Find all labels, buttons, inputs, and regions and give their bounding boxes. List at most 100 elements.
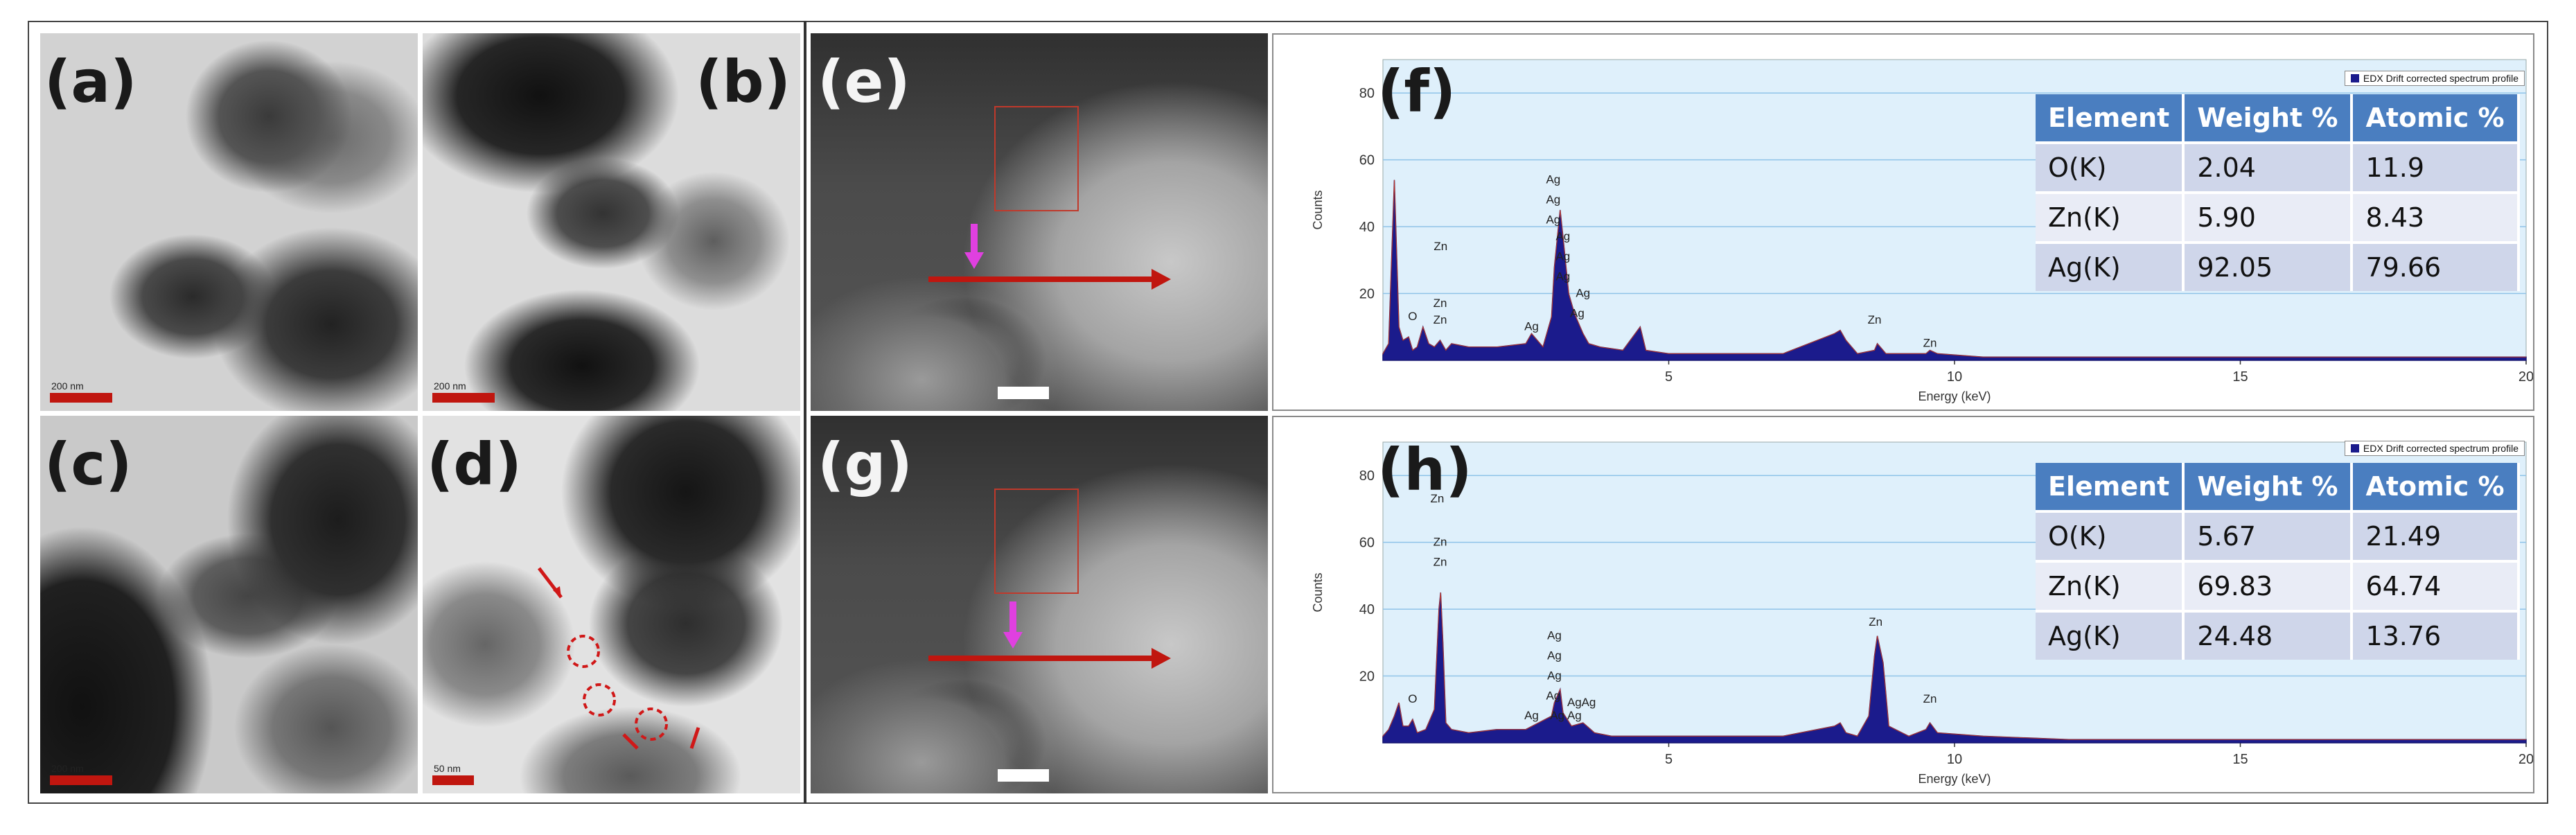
scale-bar-e	[998, 387, 1049, 399]
element-table-h: Element Weight % Atomic % O(K) 5.67 21.4…	[2036, 463, 2520, 660]
y-tick-label: 40	[1359, 602, 1375, 617]
figure-frame	[28, 21, 2548, 804]
stem-overlays-g	[928, 489, 1171, 782]
panel-label-c: (c)	[44, 430, 132, 498]
stem-overlays-e	[928, 106, 1171, 399]
nanoparticle-markers	[538, 567, 700, 750]
x-tick-label: 10	[1947, 752, 1962, 767]
peak-label: Ag	[1546, 689, 1560, 702]
peak-label: Ag	[1582, 696, 1596, 709]
peak-label: Zn	[1433, 535, 1447, 548]
peak-label: Zn	[1869, 615, 1882, 629]
x-tick-label: 10	[1947, 369, 1962, 385]
y-tick-label: 40	[1359, 220, 1375, 235]
peak-label: Zn	[1430, 492, 1444, 505]
y-axis-label: Counts	[1311, 572, 1325, 612]
selection-box	[994, 489, 1079, 594]
peak-label: Ag	[1524, 320, 1539, 333]
table-cell: 5.67	[2183, 510, 2354, 561]
peak-label: Ag	[1555, 270, 1570, 283]
table-cell: Zn(K)	[2036, 191, 2185, 243]
marker-arrow-head	[553, 586, 561, 597]
scale-label-a: 200 nm	[51, 380, 84, 392]
tem-image-d: (d) 50 nm	[423, 416, 800, 793]
edx-spectrum-h: 20 40 60 80 5 10 15 20 Energy (keV) Counts O Zn Zn Zn…	[1272, 416, 2534, 793]
y-tick-label: 60	[1359, 153, 1375, 168]
panel-label-a: (a)	[44, 48, 137, 116]
peak-label: Ag	[1547, 669, 1562, 682]
scale-label-b: 200 nm	[434, 380, 466, 392]
table-row: Zn(K) 5.90 8.43	[2036, 191, 2520, 243]
peak-label: Zn	[1433, 555, 1447, 568]
y-tick-label: 80	[1359, 468, 1375, 484]
selection-box	[994, 106, 1079, 211]
peak-label: Zn	[1433, 313, 1447, 326]
y-tick-label: 20	[1359, 669, 1375, 685]
peak-label: Ag	[1546, 173, 1560, 186]
linescan-arrow-head	[1152, 648, 1171, 669]
peak-label: Ag	[1546, 193, 1560, 206]
x-tick-label: 15	[2232, 752, 2248, 767]
table-cell: Ag(K)	[2036, 241, 2185, 291]
panel-label-f: (f)	[1377, 58, 1456, 125]
peak-label: Zn	[1868, 313, 1882, 326]
table-cell: 79.66	[2352, 241, 2520, 291]
table-cell: 24.48	[2183, 610, 2354, 660]
panel-label-g: (g)	[818, 430, 912, 498]
scale-label-d: 50 nm	[434, 763, 461, 774]
peak-label: Ag	[1546, 213, 1560, 226]
scale-bar-d	[432, 775, 474, 785]
peak-label: O	[1408, 310, 1417, 323]
x-tick-label: 5	[1665, 752, 1673, 767]
marker-arrow	[689, 727, 700, 749]
y-tick-label: 20	[1359, 287, 1375, 302]
legend-swatch	[2350, 74, 2359, 82]
peak-label: Ag	[1576, 286, 1590, 299]
tem-image-c: (c) 200 nm	[40, 416, 418, 793]
scale-bar-a	[50, 393, 112, 403]
legend-swatch	[2350, 444, 2359, 452]
table-row: Ag(K) 92.05 79.66	[2036, 241, 2520, 291]
legend-label: EDX Drift corrected spectrum profile	[2363, 73, 2518, 84]
x-tick-label: 20	[2518, 369, 2533, 385]
stem-image-g: (g)	[811, 416, 1268, 793]
element-table-f: Element Weight % Atomic % O(K) 2.04 11.9…	[2036, 94, 2520, 291]
tem-image-a: (a) 200 nm	[40, 33, 418, 411]
table-cell: 92.05	[2183, 241, 2354, 291]
panel-label-h: (h)	[1377, 436, 1472, 504]
table-cell: Ag(K)	[2036, 610, 2185, 660]
table-cell: 5.90	[2183, 191, 2354, 243]
table-cell: 69.83	[2183, 560, 2354, 611]
peak-label: Ag	[1550, 709, 1564, 722]
x-tick-label: 15	[2232, 369, 2248, 385]
column-divider	[804, 21, 806, 804]
peak-label: Ag	[1567, 696, 1582, 709]
table-row: Zn(K) 69.83 64.74	[2036, 560, 2520, 611]
y-tick-label: 80	[1359, 86, 1375, 101]
position-marker-head	[964, 252, 984, 269]
peak-label: Ag	[1547, 649, 1562, 662]
peak-label: Ag	[1555, 249, 1570, 263]
table-header: Atomic %	[2352, 94, 2520, 143]
table-header: Element	[2036, 463, 2185, 511]
peak-label: Zn	[1433, 297, 1447, 310]
table-cell: Zn(K)	[2036, 560, 2185, 611]
table-header: Element	[2036, 94, 2185, 143]
panel-label-d: (d)	[427, 430, 522, 498]
table-cell: 2.04	[2183, 141, 2354, 193]
marker-arrow	[622, 733, 639, 750]
y-axis-label: Counts	[1311, 190, 1325, 229]
table-cell: 8.43	[2352, 191, 2520, 243]
edx-spectrum-f: 20 40 60 80 5 10 15 20 Energy (keV) Counts O Zn Zn Zn…	[1272, 33, 2534, 411]
x-axis-label: Energy (keV)	[1918, 772, 1991, 786]
table-cell: 21.49	[2352, 510, 2520, 561]
table-header: Weight %	[2183, 94, 2354, 143]
table-cell: 64.74	[2352, 560, 2520, 611]
table-row: O(K) 5.67 21.49	[2036, 510, 2520, 561]
panel-label-e: (e)	[818, 48, 910, 116]
peak-label: Zn	[1923, 692, 1937, 705]
position-marker-head	[1003, 632, 1023, 649]
legend-f: EDX Drift corrected spectrum profile	[2344, 71, 2525, 86]
scale-bar-c	[50, 775, 112, 785]
x-tick-label: 20	[2518, 752, 2533, 767]
